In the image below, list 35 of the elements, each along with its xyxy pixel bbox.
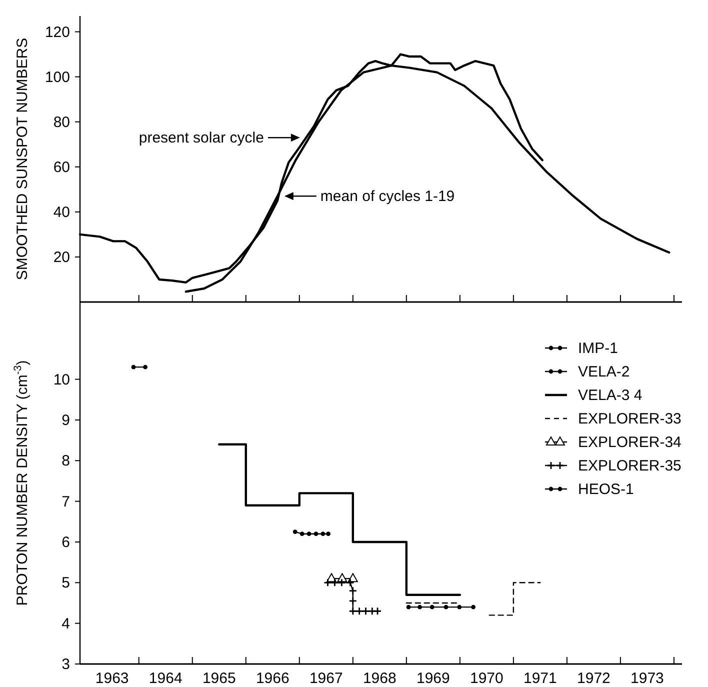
y-tick-label: 60 — [53, 158, 70, 176]
y-tick-label: 40 — [53, 204, 70, 221]
legend-label: IMP-1 — [578, 340, 618, 357]
y-tick-label: 8 — [62, 452, 70, 470]
x-tick-label: 1965 — [202, 670, 236, 687]
legend-label: VELA-3 4 — [578, 387, 642, 404]
y-axis-title: SMOOTHED SUNSPOT NUMBERS — [14, 38, 31, 280]
x-tick-label: 1971 — [524, 670, 557, 687]
x-tick-label: 1968 — [362, 670, 396, 687]
x-tick-label: 1967 — [309, 670, 343, 687]
y-tick-label: 20 — [53, 248, 70, 266]
y-tick-label: 3 — [62, 656, 70, 673]
legend-label: EXPLORER-34 — [578, 434, 682, 451]
y-tick-label: 7 — [62, 493, 70, 510]
legend-label: VELA-2 — [578, 364, 630, 380]
x-tick-label: 1964 — [148, 670, 182, 687]
x-tick-label: 1966 — [256, 670, 290, 687]
legend-label: EXPLORER-33 — [578, 410, 682, 428]
legend-label: HEOS-1 — [578, 481, 634, 498]
y-tick-label: 6 — [62, 534, 70, 551]
x-tick-label: 1972 — [577, 670, 610, 687]
y-tick-label: 120 — [44, 24, 70, 41]
legend-label: EXPLORER-35 — [578, 458, 682, 474]
annotation: mean of cycles 1-19 — [320, 188, 455, 206]
annotation: present solar cycle — [138, 130, 264, 147]
x-tick-label: 1970 — [470, 670, 504, 687]
x-tick-label: 1969 — [416, 670, 450, 687]
y-tick-label: 9 — [62, 412, 70, 429]
y-tick-label: 5 — [62, 574, 70, 592]
y-tick-label: 4 — [62, 615, 70, 632]
y-tick-label: 10 — [53, 371, 70, 388]
y-tick-label: 80 — [53, 114, 70, 131]
x-tick-label: 1973 — [630, 670, 664, 687]
y-tick-label: 100 — [44, 68, 70, 86]
x-tick-label: 1963 — [95, 670, 129, 687]
